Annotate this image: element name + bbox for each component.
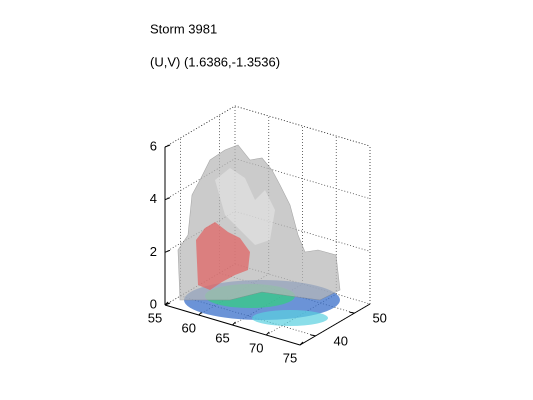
- z-tick-label: 0: [150, 296, 157, 311]
- x-tick-label: 55: [148, 310, 162, 325]
- x-tick-label: 65: [215, 330, 229, 345]
- y-tick-label: 40: [334, 333, 348, 348]
- x-tick: [232, 321, 236, 326]
- y-tick: [349, 311, 355, 314]
- y-axis: [299, 303, 371, 346]
- box-edge: [234, 105, 371, 147]
- z-tick: [164, 144, 171, 148]
- floor-slice-edge: [252, 310, 328, 326]
- x-tick-label: 70: [249, 340, 263, 355]
- x-tick: [299, 341, 304, 346]
- z-tick: [164, 197, 171, 201]
- x-tick-label: 60: [182, 320, 196, 335]
- gray-highlight: [215, 168, 275, 245]
- red-surface: [196, 222, 250, 290]
- x-tick: [164, 301, 169, 306]
- isosurface: [177, 144, 341, 326]
- x-tick-label: 75: [283, 350, 297, 365]
- z-tick-label: 2: [150, 244, 157, 259]
- grid-line: [234, 263, 371, 305]
- chart-subtitle: (U,V) (1.6386,-1.3536): [150, 54, 280, 69]
- z-tick: [164, 249, 171, 253]
- y-tick: [310, 334, 316, 337]
- chart-title: Storm 3981: [150, 21, 217, 36]
- z-tick-label: 4: [150, 191, 157, 206]
- z-tick-label: 6: [150, 138, 157, 153]
- x-tick: [265, 331, 270, 336]
- grid-line: [234, 158, 371, 200]
- grid-line: [234, 210, 371, 252]
- grid-line: [180, 295, 316, 337]
- y-tick-label: 50: [372, 311, 386, 326]
